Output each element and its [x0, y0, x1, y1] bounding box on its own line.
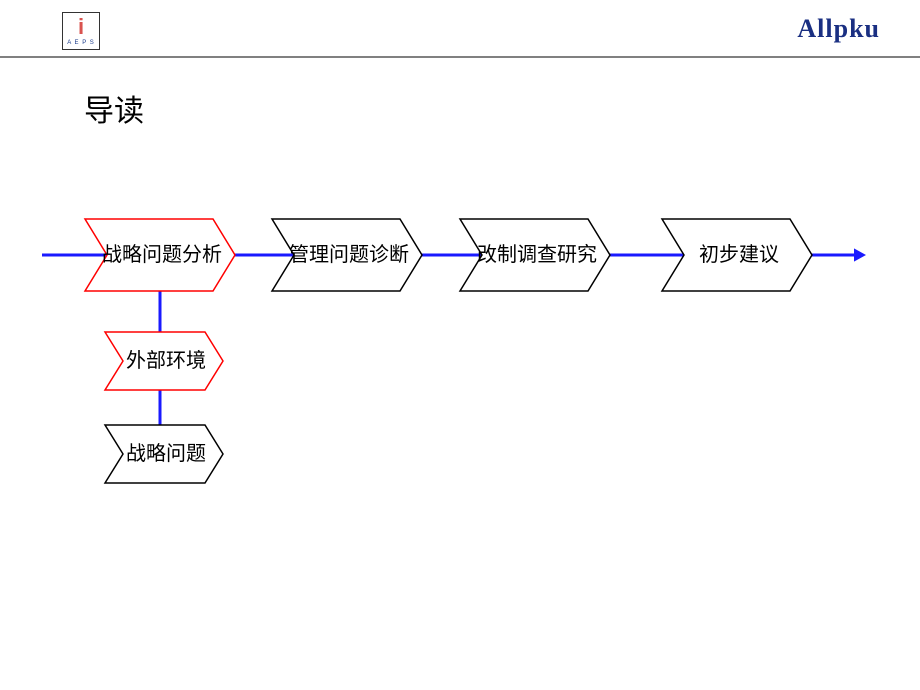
flow-node-label-n1: 战略问题分析 [102, 243, 222, 266]
flow-node-label-n5: 外部环境 [126, 349, 206, 372]
slide: i A E P S Allpku 导读 战略问题分析管理问题诊断改制调查研究初步… [0, 0, 920, 690]
arrow-head-icon [854, 248, 866, 261]
flow-node-label-n2: 管理问题诊断 [289, 243, 409, 266]
flow-node-label-n6: 战略问题 [126, 442, 206, 465]
flow-node-label-n4: 初步建议 [699, 243, 779, 266]
flow-node-label-n3: 改制调查研究 [477, 243, 597, 266]
flowchart-canvas: 战略问题分析 管理问题诊断 改制调查研究 初步建议外部环境战略问题 [0, 0, 920, 690]
